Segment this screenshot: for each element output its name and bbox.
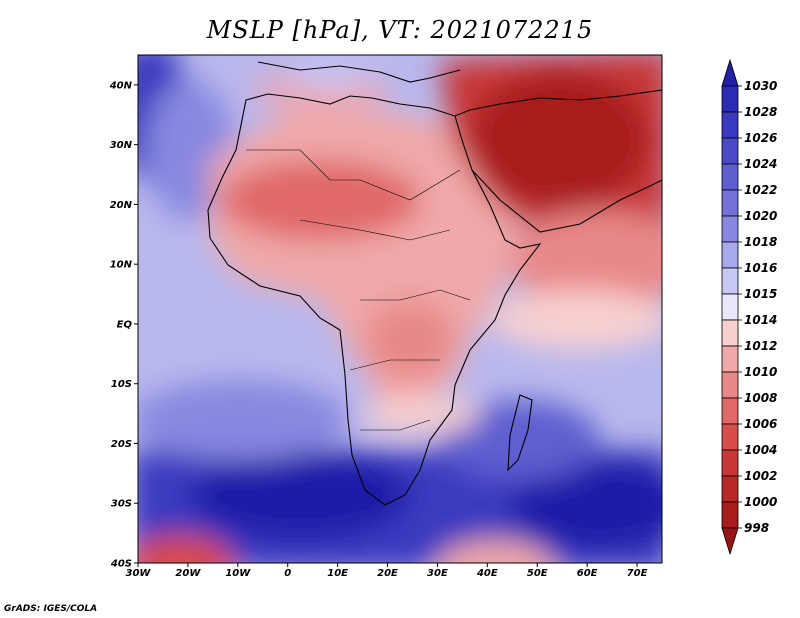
colorbar-swatch [721,397,739,425]
colorbar-label: 1012 [744,339,777,353]
lon-tick-label: 20E [377,568,398,579]
colorbar-label: 1010 [744,365,777,379]
colorbar-swatch [721,371,739,399]
colorbar-label: 1004 [744,443,777,457]
colorbar-swatch [721,449,739,477]
colorbar-swatch [721,293,739,321]
colorbar-swatch [721,111,739,139]
lon-tick-label: 30W [126,568,152,579]
longitude-axis: 30W 20W 10W 0 10E 20E 30E 40E 50E 60E 70E [126,563,648,579]
lat-tick-label: 10N [110,260,133,271]
colorbar-swatch [721,189,739,217]
colorbar-swatch [721,241,739,269]
colorbar-label: 1006 [744,417,777,431]
colorbar-label: 1002 [744,469,777,483]
lat-tick-label: 40N [109,80,133,91]
lat-tick-label: 20S [111,439,132,450]
lon-tick-label: 0 [284,568,291,579]
colorbar-top-arrow [721,58,739,87]
lon-tick-label: 30E [427,568,448,579]
lon-tick-label: 10E [327,568,348,579]
colorbar-label: 1016 [744,261,777,275]
colorbar-swatch [721,267,739,295]
lon-tick-label: 50E [527,568,548,579]
colorbar-swatch [721,85,739,113]
colorbar-label: 1028 [744,105,777,119]
lat-tick-label: 30S [111,499,132,510]
colorbar-label: 1000 [744,495,777,509]
colorbar-label: 1020 [744,209,777,223]
coastline [207,61,662,506]
map-title: MSLP [hPa], VT: 2021072215 [206,16,594,44]
colorbar-label: 998 [744,521,769,535]
lat-tick-label: 20N [110,200,133,211]
latitude-axis: 40N 30N 20N 10N EQ 10S 20S 30S 40S [109,80,138,570]
colorbar-swatch [721,475,739,503]
lat-tick-label: 40S [110,559,132,570]
credit-text: GrADS: IGES/COLA [4,604,98,614]
colorbar-swatch [721,319,739,347]
colorbar-label: 1014 [744,313,777,327]
lat-tick-label: EQ [117,319,133,330]
colorbar-swatch [721,163,739,191]
colorbar-swatch [721,345,739,373]
colorbar-label: 1022 [744,183,777,197]
pressure-field [138,55,662,563]
colorbar-swatch [721,137,739,165]
lon-tick-label: 20W [175,568,201,579]
colorbar-swatch [721,423,739,451]
colorbar-label: 1018 [744,235,777,249]
lon-tick-label: 40E [476,568,498,579]
colorbar-label: 1024 [744,157,777,171]
colorbar: 1030 1028 1026 1024 1022 1020 1018 1016 1015 1014… [721,58,777,556]
colorbar-label: 1015 [744,287,777,301]
colorbar-swatch [721,501,739,529]
lat-tick-label: 10S [111,379,132,390]
lon-tick-label: 60E [577,568,598,579]
colorbar-label: 1030 [744,79,777,93]
lon-tick-label: 10W [225,568,251,579]
colorbar-swatch [721,215,739,243]
lat-tick-label: 30N [110,140,133,151]
colorbar-label: 1008 [744,391,777,405]
colorbar-label: 1026 [744,131,777,145]
colorbar-bottom-arrow [721,527,739,556]
lon-tick-label: 70E [627,568,648,579]
